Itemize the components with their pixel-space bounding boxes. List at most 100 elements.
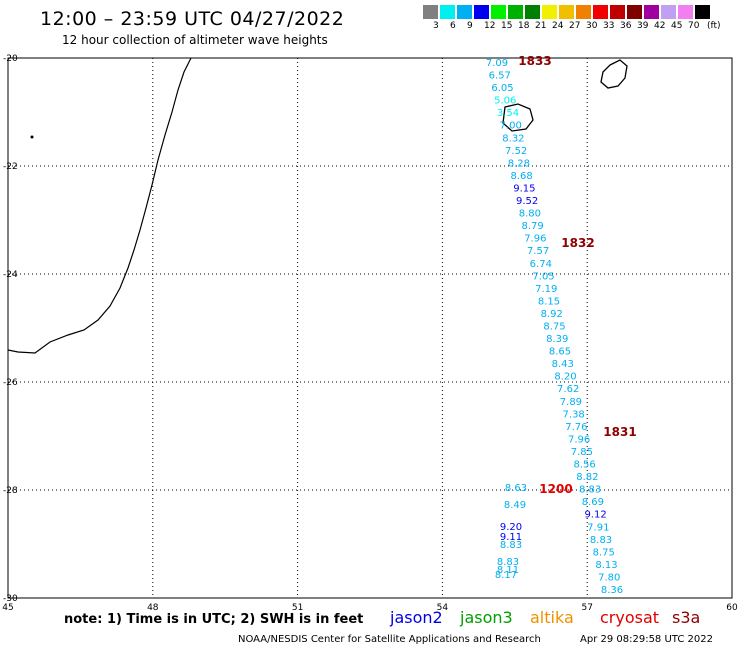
legend-swatch	[610, 5, 625, 19]
wave-height-value: 5.06	[494, 96, 516, 107]
wave-height-value: 8.83	[497, 557, 519, 568]
wave-height-value: 7.05	[532, 271, 554, 282]
wave-height-value: 3.54	[497, 108, 519, 119]
color-legend	[423, 5, 712, 19]
wave-height-value: 8.20	[554, 372, 576, 383]
small-island	[30, 135, 34, 139]
wave-height-value: 7.19	[535, 284, 557, 295]
legend-swatch	[661, 5, 676, 19]
legend-swatch	[644, 5, 659, 19]
legend-tick-label: 18	[518, 21, 530, 31]
x-tick-label: 57	[581, 603, 592, 613]
wave-height-value: 8.69	[582, 497, 604, 508]
wave-height-value: 7.09	[486, 58, 508, 69]
legend-swatch	[457, 5, 472, 19]
pass-time-label: 1200	[539, 482, 572, 496]
x-tick-label: 48	[147, 603, 159, 613]
wave-height-value: 9.52	[516, 196, 538, 207]
legend-tick-label: 9	[467, 21, 473, 31]
wave-height-value: 8.17	[495, 570, 517, 581]
legend-tick-label: 12	[484, 21, 496, 31]
wave-height-value: 7.00	[500, 121, 522, 132]
legend-swatch	[627, 5, 642, 19]
x-tick-label: 54	[437, 603, 449, 613]
wave-height-value: 7.76	[565, 422, 587, 433]
legend-tick-label: 15	[501, 21, 513, 31]
wave-height-value: 7.96	[568, 434, 590, 445]
legend-swatch	[576, 5, 591, 19]
legend-swatch	[440, 5, 455, 19]
wave-height-value: 8.65	[549, 347, 571, 358]
wave-height-value: 6.57	[489, 71, 511, 82]
wave-height-value: 8.11	[497, 565, 519, 576]
wave-height-value: 8.82	[576, 472, 598, 483]
legend-swatch	[508, 5, 523, 19]
legend-tick-label: 36	[620, 21, 632, 31]
legend-swatch	[491, 5, 506, 19]
wave-height-value: 7.89	[560, 397, 582, 408]
wave-height-value: 7.80	[598, 572, 620, 583]
wave-height-value: 8.56	[573, 460, 595, 471]
legend-swatch	[423, 5, 438, 19]
wave-height-value: 8.49	[504, 500, 526, 511]
wave-height-value: 8.39	[546, 334, 568, 345]
wave-height-value: 9.11	[500, 532, 522, 543]
satellite-name: cryosat	[600, 608, 660, 627]
wave-height-value: 6.05	[491, 83, 513, 94]
wave-height-value: 9.15	[513, 183, 535, 194]
wave-height-value: 8.13	[595, 560, 617, 571]
x-tick-label: 45	[2, 603, 13, 613]
credit-line: NOAA/NESDIS Center for Satellite Applica…	[238, 634, 541, 645]
wave-height-value: 9.12	[584, 510, 606, 521]
wave-height-value: 9.20	[500, 522, 522, 533]
wave-height-value: 7.57	[527, 246, 549, 257]
legend-tick-label: 42	[654, 21, 666, 31]
pass-time-label: 1831	[603, 425, 636, 439]
wave-height-value: 8.15	[538, 296, 560, 307]
wave-height-value: 7.38	[563, 409, 585, 420]
legend-tick-label: 3	[433, 21, 439, 31]
wave-height-value: 8.79	[521, 221, 543, 232]
wave-height-value: 8.92	[541, 309, 563, 320]
wave-height-value: 8.75	[593, 547, 615, 558]
map-subtitle: 12 hour collection of altimeter wave hei…	[62, 33, 328, 47]
satellite-name: jason3	[460, 608, 513, 627]
legend-tick-label: 6	[450, 21, 456, 31]
map-frame	[7, 57, 733, 599]
x-tick-label: 51	[292, 603, 303, 613]
wave-height-value: 8.43	[552, 359, 574, 370]
wave-height-value: 6.74	[530, 259, 552, 270]
legend-swatch	[695, 5, 710, 19]
wave-height-value: 8.68	[511, 171, 533, 182]
pass-time-label: 1832	[561, 236, 594, 250]
legend-swatch	[559, 5, 574, 19]
y-tick-label: -30	[3, 594, 18, 604]
wave-height-value: 8.83	[579, 485, 601, 496]
legend-swatch	[525, 5, 540, 19]
legend-tick-label: 70	[688, 21, 700, 31]
satellite-name: altika	[530, 608, 574, 627]
wave-height-value: 8.36	[601, 585, 623, 596]
wave-height-value: 7.52	[505, 146, 527, 157]
legend-tick-label: 39	[637, 21, 649, 31]
wave-height-value: 8.83	[500, 540, 522, 551]
y-tick-label: -20	[3, 54, 18, 64]
madagascar-coastline	[7, 57, 192, 354]
map-title: 12:00 – 23:59 UTC 04/27/2022	[40, 8, 345, 30]
wave-height-value: 8.83	[590, 535, 612, 546]
legend-tick-label: 24	[552, 21, 564, 31]
wave-height-value: 7.96	[524, 234, 546, 245]
y-tick-label: -24	[3, 270, 18, 280]
wave-height-value: 7.62	[557, 384, 579, 395]
legend-tick-label: 21	[535, 21, 547, 31]
legend-unit: (ft)	[707, 21, 721, 31]
y-tick-label: -26	[3, 378, 18, 388]
satellite-name: jason2	[390, 608, 443, 627]
wave-height-value: 8.32	[502, 133, 524, 144]
legend-tick-label: 45	[671, 21, 683, 31]
legend-swatch	[474, 5, 489, 19]
x-tick-label: 60	[726, 603, 738, 613]
legend-tick-label: 30	[586, 21, 598, 31]
mauritius-outline	[600, 59, 628, 89]
